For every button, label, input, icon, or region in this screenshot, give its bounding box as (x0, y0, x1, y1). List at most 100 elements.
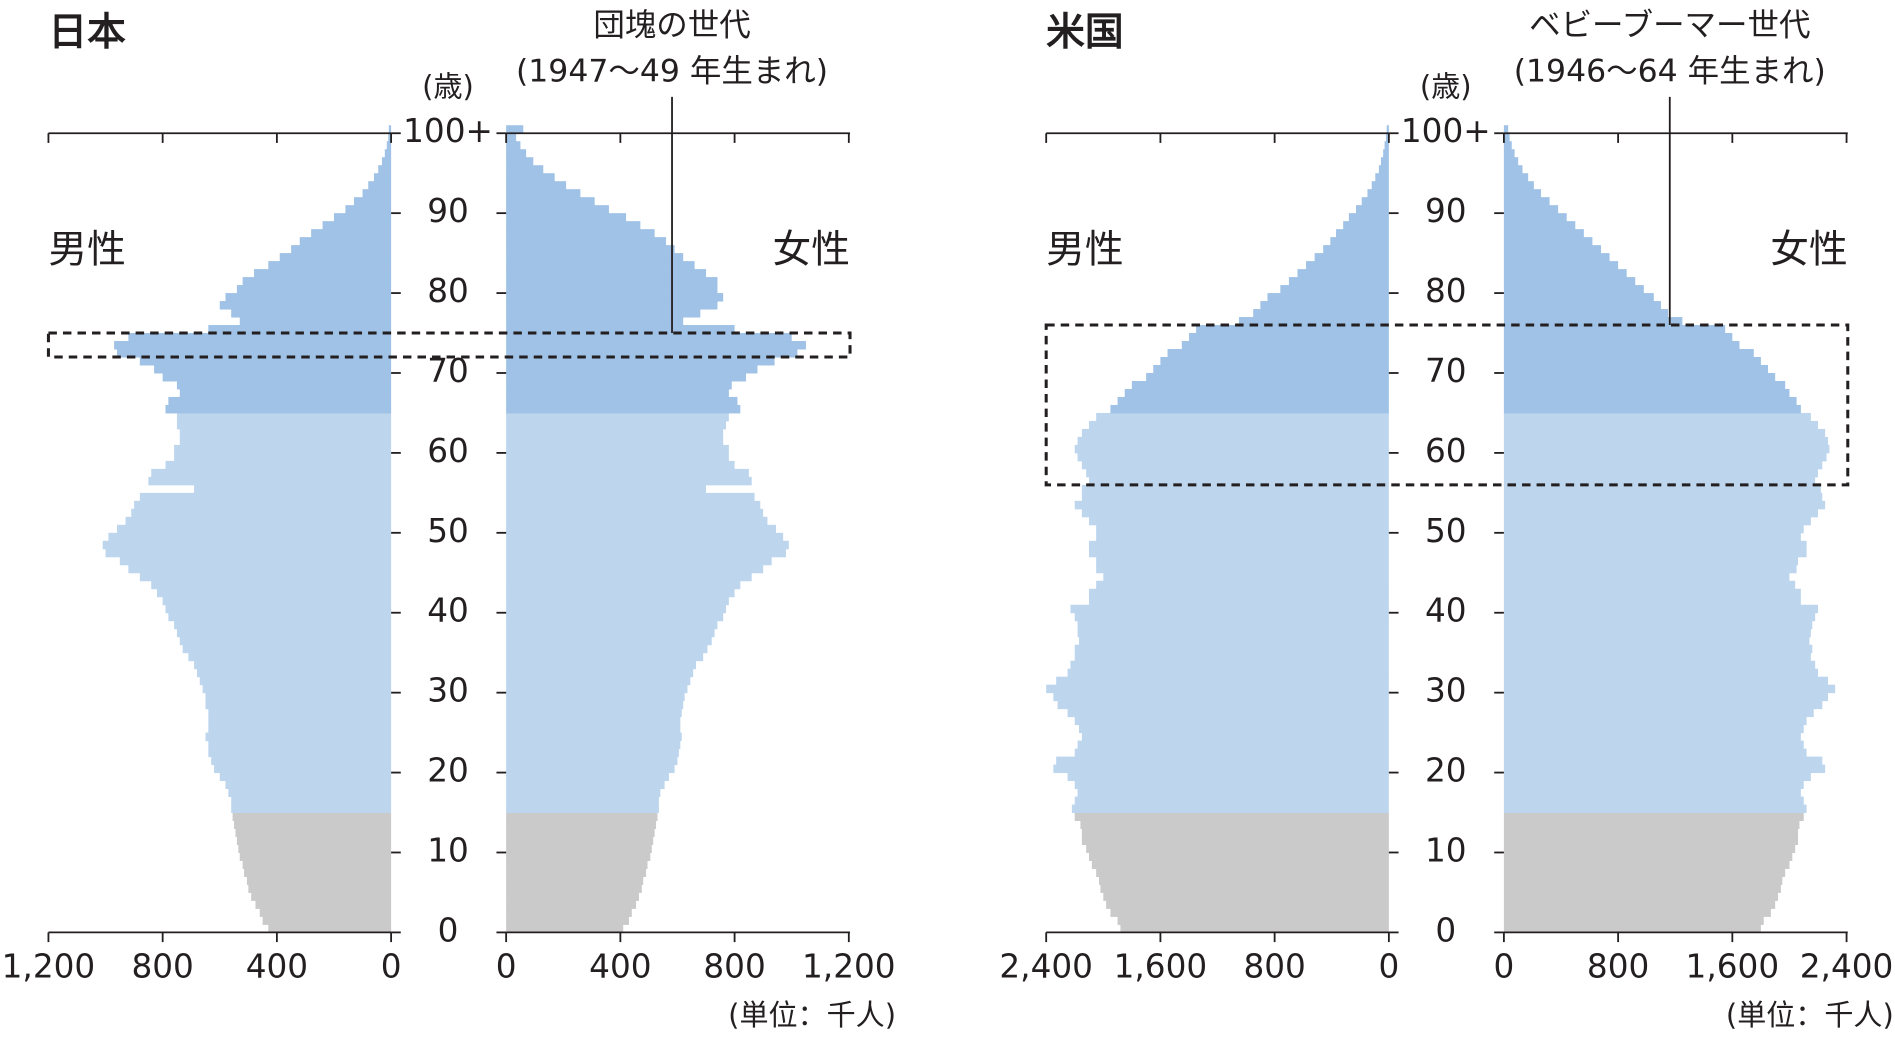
bar (1503, 772, 1811, 782)
bar (236, 836, 392, 845)
bar (162, 372, 392, 382)
bar (506, 612, 724, 622)
bar (268, 261, 392, 270)
bar (255, 900, 392, 909)
bar (1503, 564, 1797, 574)
bar (506, 444, 729, 454)
bar (506, 253, 684, 262)
y-tick-label: 100+ (1401, 112, 1491, 150)
bar (506, 189, 581, 198)
bar (1503, 892, 1779, 901)
bar (506, 484, 707, 494)
bar (1503, 700, 1823, 710)
bar (506, 740, 681, 750)
bar (506, 125, 524, 134)
bar (262, 916, 392, 925)
bar (1077, 740, 1389, 750)
bar (506, 349, 798, 358)
bar (1503, 828, 1799, 837)
bar (1503, 476, 1816, 486)
bar (1503, 333, 1733, 342)
bar (506, 556, 772, 566)
bar (506, 916, 629, 925)
bar (251, 892, 392, 901)
bar (1089, 596, 1389, 606)
y-tick-label: 10 (427, 831, 469, 869)
bar (506, 149, 527, 158)
bar (1503, 812, 1804, 822)
bar (506, 213, 627, 222)
bar (506, 748, 679, 758)
bar (506, 277, 718, 286)
bar (506, 364, 758, 374)
bar (1503, 396, 1797, 406)
y-axis-label: (歳) (1420, 69, 1472, 103)
bar (333, 213, 392, 222)
bar (199, 676, 392, 686)
bar (353, 197, 392, 206)
bar (211, 756, 392, 766)
bar (506, 660, 697, 670)
bar (506, 333, 792, 342)
side-label: 女性 (1770, 227, 1847, 272)
bar (1089, 852, 1389, 861)
bar (1503, 213, 1567, 222)
bar (1081, 460, 1389, 470)
bar (1081, 428, 1389, 438)
bar (1238, 317, 1389, 326)
bar (108, 532, 392, 542)
x-tick-label: 0 (1378, 948, 1399, 986)
bar (1503, 325, 1726, 334)
bar (1106, 900, 1389, 909)
bar (1503, 596, 1801, 606)
bar (506, 133, 517, 142)
bar (362, 189, 392, 198)
bar (1503, 668, 1819, 678)
bar (228, 788, 392, 798)
bar (1267, 293, 1389, 302)
y-tick-label: 60 (427, 432, 469, 470)
bar (1153, 364, 1389, 374)
bar (506, 924, 624, 933)
bar (506, 636, 712, 646)
bar (231, 309, 392, 318)
bar (239, 317, 392, 326)
bar (506, 876, 644, 885)
bar (1079, 724, 1389, 734)
bar (1288, 277, 1389, 286)
bar (1081, 732, 1389, 742)
bar (506, 229, 655, 238)
y-tick-label: 40 (427, 592, 469, 630)
bar (1067, 668, 1389, 678)
bar (506, 860, 648, 869)
bar (1080, 820, 1389, 829)
unit-label: (単位：千人) (1726, 998, 1894, 1032)
bar (506, 676, 691, 686)
bar (506, 221, 641, 230)
bar (208, 708, 392, 718)
bar (506, 540, 789, 550)
bar (162, 596, 392, 606)
bar (1099, 876, 1389, 885)
y-tick-label: 60 (1425, 432, 1467, 470)
bar (1096, 412, 1389, 422)
bar (1361, 197, 1389, 206)
bar (131, 508, 392, 518)
bar (1503, 452, 1827, 462)
bar (1079, 636, 1389, 646)
bar (219, 301, 392, 310)
bar (1096, 524, 1389, 534)
bar (506, 325, 735, 334)
bar (1081, 484, 1389, 494)
bar (1356, 205, 1389, 214)
bar (1503, 269, 1627, 278)
bar (279, 253, 392, 262)
bar (125, 516, 392, 526)
bar (1131, 380, 1389, 390)
bar (194, 484, 392, 494)
bar (506, 868, 647, 877)
bar (506, 708, 682, 718)
bar (176, 628, 392, 638)
highlight-box (46, 331, 852, 359)
